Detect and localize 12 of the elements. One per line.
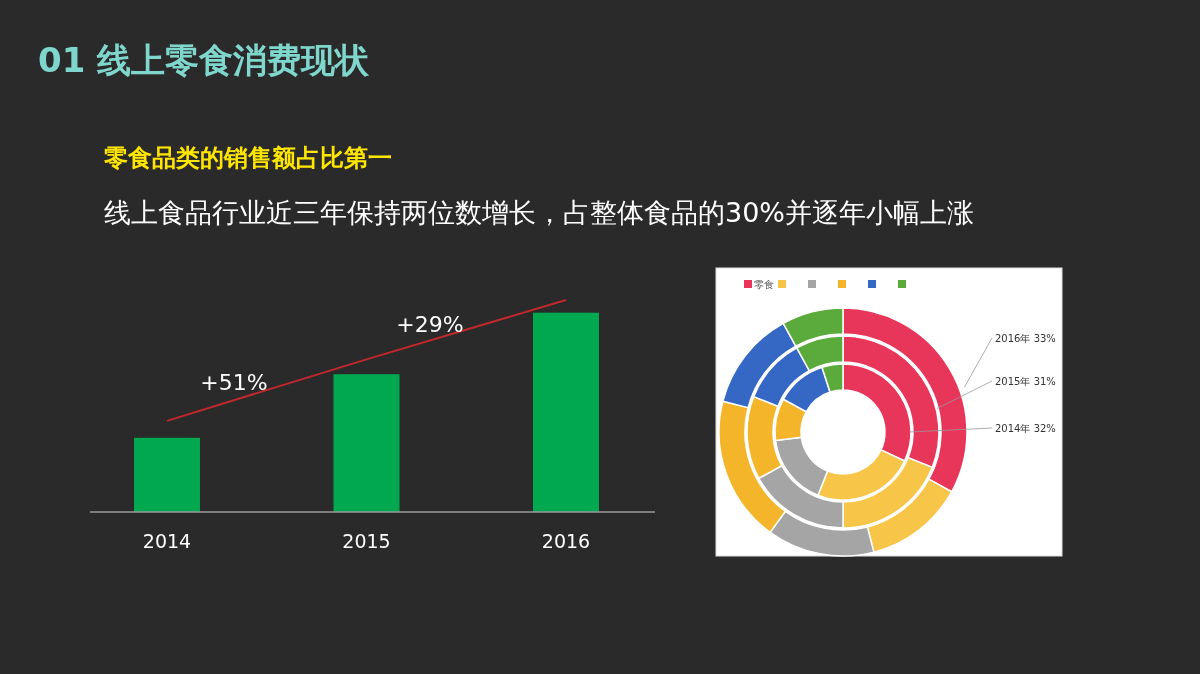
text: 2014年 32%	[995, 423, 1056, 434]
chart-subtitle: 零食品类的销售额占比第一	[104, 144, 392, 172]
x-tick-label: 2016	[541, 530, 591, 552]
x-tick-label: 2014	[142, 530, 192, 552]
annotation: +29%	[396, 312, 464, 337]
legend-label: 零食	[754, 279, 774, 290]
x-tick-label: 2015	[342, 530, 391, 552]
chart-title: 01 线上零食消费现状	[38, 40, 371, 80]
text: 2015年 31%	[995, 376, 1056, 387]
text: 线上食品行业近三年保持两位数增长，占整体食品的30%并逐年小幅上涨	[104, 197, 975, 228]
annotation: +51%	[200, 370, 268, 395]
text: 2016年 33%	[995, 333, 1056, 344]
